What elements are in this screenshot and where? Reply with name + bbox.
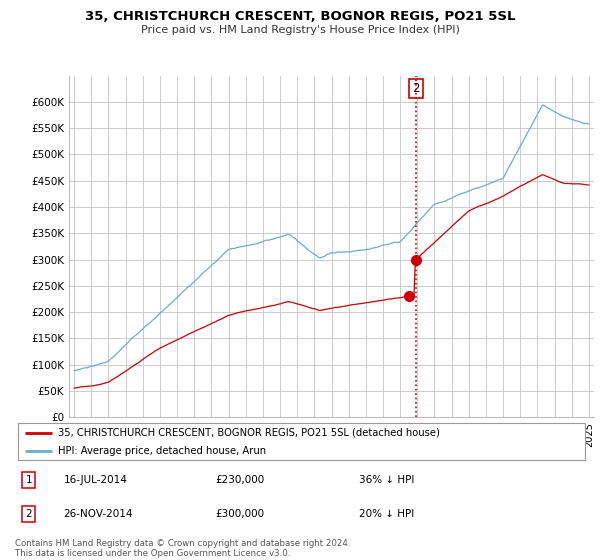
Text: 1: 1 bbox=[25, 475, 32, 485]
Text: HPI: Average price, detached house, Arun: HPI: Average price, detached house, Arun bbox=[58, 446, 266, 456]
Text: 2: 2 bbox=[25, 509, 32, 519]
Text: 26-NOV-2014: 26-NOV-2014 bbox=[64, 509, 133, 519]
Text: 16-JUL-2014: 16-JUL-2014 bbox=[64, 475, 128, 485]
Text: £230,000: £230,000 bbox=[215, 475, 265, 485]
Text: 2: 2 bbox=[412, 82, 419, 95]
Text: Contains HM Land Registry data © Crown copyright and database right 2024.
This d: Contains HM Land Registry data © Crown c… bbox=[15, 539, 350, 558]
FancyBboxPatch shape bbox=[18, 423, 585, 460]
Text: 36% ↓ HPI: 36% ↓ HPI bbox=[359, 475, 414, 485]
Text: Price paid vs. HM Land Registry's House Price Index (HPI): Price paid vs. HM Land Registry's House … bbox=[140, 25, 460, 35]
Text: 20% ↓ HPI: 20% ↓ HPI bbox=[359, 509, 414, 519]
Text: 35, CHRISTCHURCH CRESCENT, BOGNOR REGIS, PO21 5SL: 35, CHRISTCHURCH CRESCENT, BOGNOR REGIS,… bbox=[85, 10, 515, 23]
Text: 35, CHRISTCHURCH CRESCENT, BOGNOR REGIS, PO21 5SL (detached house): 35, CHRISTCHURCH CRESCENT, BOGNOR REGIS,… bbox=[58, 428, 440, 437]
Text: £300,000: £300,000 bbox=[215, 509, 265, 519]
